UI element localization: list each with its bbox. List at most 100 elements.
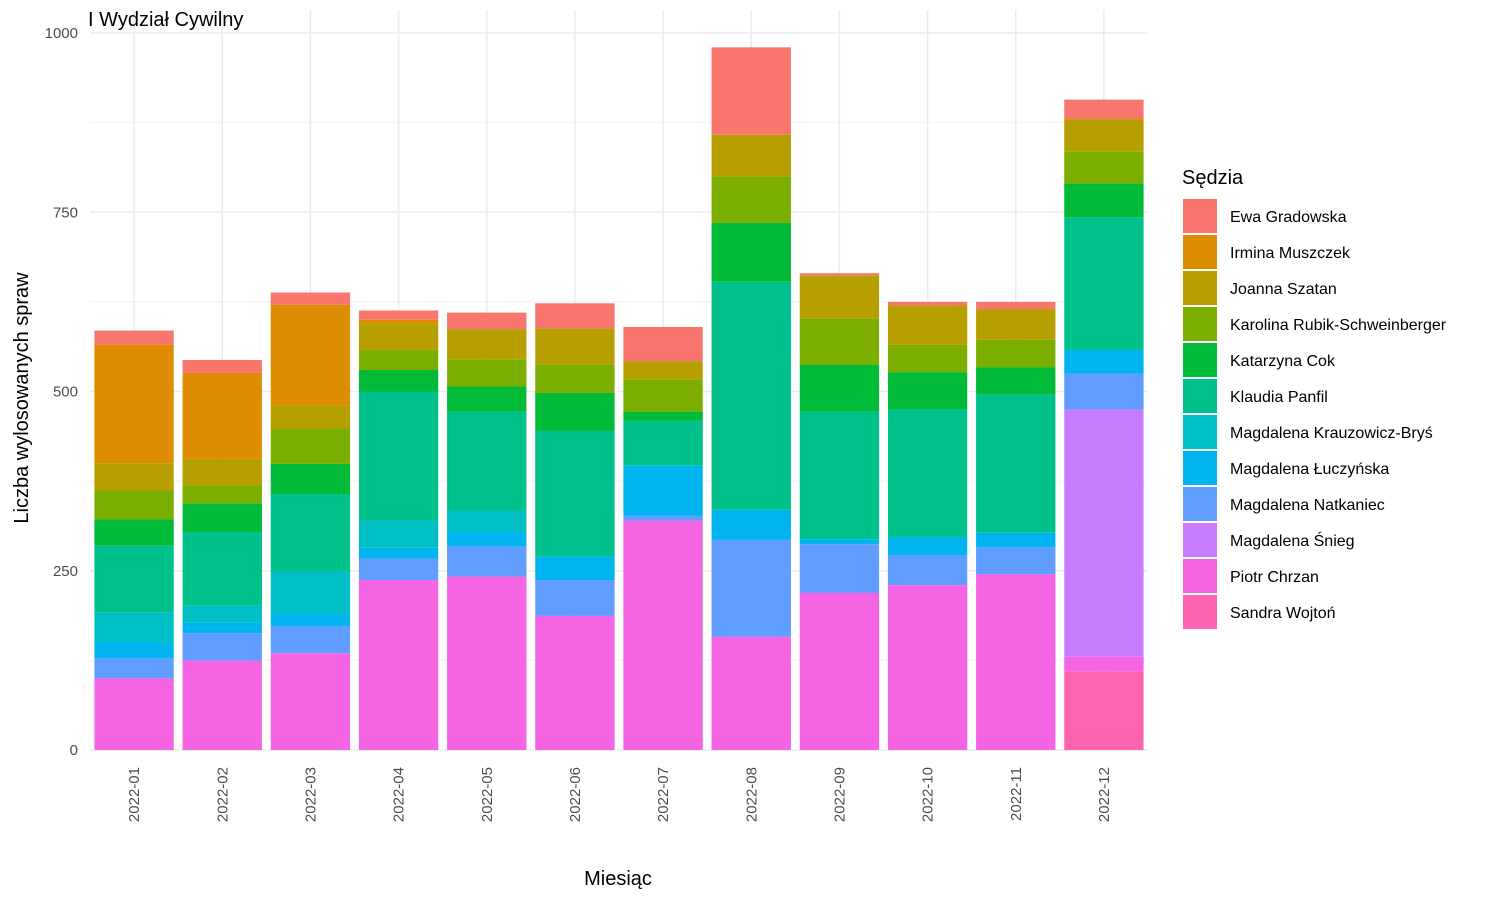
bar-segment [358, 547, 439, 559]
bar-segment [711, 223, 791, 282]
legend-swatch [1183, 271, 1217, 305]
legend-swatch [1183, 451, 1217, 485]
bar-segment [535, 430, 615, 557]
x-tick-label: 2022-01 [126, 767, 143, 822]
bar-segment [623, 361, 703, 380]
bar-segment [270, 304, 351, 406]
bar-segment [182, 633, 262, 661]
bar-segment [1064, 373, 1144, 410]
bar-segment [1064, 183, 1144, 218]
bar-segment [358, 319, 439, 324]
x-tick-label: 2022-12 [1096, 767, 1113, 822]
bar-segment [182, 485, 262, 504]
bar-segment [358, 323, 439, 350]
legend-swatch [1183, 235, 1217, 269]
bar-segment [270, 625, 351, 654]
legend-label: Magdalena Natkaniec [1230, 497, 1385, 514]
bar-segment [976, 301, 1056, 310]
bar-segment [270, 428, 351, 464]
bar-segment [182, 622, 262, 634]
legend-swatch [1183, 379, 1217, 413]
bar-segment [270, 463, 351, 495]
bar-segment [799, 364, 880, 412]
bar-segment [623, 326, 703, 362]
x-tick-label: 2022-07 [655, 767, 672, 822]
bar-segment [94, 519, 174, 546]
legend-label: Ewa Gradowska [1230, 209, 1347, 226]
bar-segment [535, 580, 615, 616]
y-axis-ticks: 0 250 500 750 1000 [45, 25, 78, 759]
bar-segment [535, 615, 615, 750]
bar-segment [623, 379, 703, 412]
bar-segment [1064, 151, 1144, 184]
bar-segment [976, 574, 1056, 750]
legend: Sędzia Ewa Gradowska Irmina Muszczek Joann… [1182, 167, 1447, 629]
bar-segment [94, 330, 174, 345]
y-axis-title: Liczba wylosowanych spraw [11, 272, 33, 524]
bar-segment [447, 359, 527, 387]
bar-segment [1064, 671, 1144, 750]
bar-segment [976, 309, 1056, 340]
legend-swatch [1183, 343, 1217, 377]
bar-segment [270, 405, 351, 429]
legend-swatch [1183, 199, 1217, 233]
bar-segment [270, 292, 351, 305]
bar-segment [1064, 217, 1144, 350]
bar-segment [799, 411, 880, 540]
bar-segment [94, 490, 174, 520]
bar-segment [623, 515, 703, 521]
bar-segment [535, 392, 615, 431]
bar-segment [447, 510, 527, 533]
bar-segment [623, 465, 703, 516]
x-tick-label: 2022-03 [302, 767, 319, 822]
bar-segment [1064, 99, 1144, 120]
legend-label: Sandra Wojtoń [1230, 605, 1336, 622]
bar-segment [976, 367, 1056, 395]
legend-swatch [1183, 595, 1217, 629]
x-tick-label: 2022-11 [1008, 767, 1025, 821]
legend-label: Irmina Muszczek [1230, 245, 1351, 262]
bar-segment [976, 339, 1056, 368]
legend-swatch [1183, 523, 1217, 557]
bar-segment [887, 301, 968, 306]
y-tick-label: 500 [53, 384, 78, 401]
bar-segment [623, 520, 703, 750]
bar-segment [270, 613, 351, 626]
bar-segment [182, 372, 262, 459]
bar-segment [447, 546, 527, 577]
legend-swatch [1183, 559, 1217, 593]
bar-segment [94, 678, 174, 750]
x-tick-label: 2022-09 [831, 767, 848, 822]
legend-title: Sędzia [1182, 167, 1244, 189]
bar-segment [711, 539, 791, 637]
chart-title: I Wydział Cywilny [88, 9, 243, 31]
legend-label: Piotr Chrzan [1230, 569, 1319, 586]
legend-label: Klaudia Panfil [1230, 389, 1328, 406]
y-tick-label: 0 [70, 742, 78, 759]
bar-segment [358, 369, 439, 392]
legend-label: Joanna Szatan [1230, 281, 1337, 298]
bar-segment [887, 344, 968, 373]
legend-label: Karolina Rubik-Schweinberger [1230, 317, 1447, 334]
bar-segment [623, 420, 703, 466]
bar-segment [94, 642, 174, 659]
bar-segment [270, 494, 351, 572]
bar-segment [887, 585, 968, 750]
bar-segment [976, 394, 1056, 533]
bar-segment [182, 458, 262, 486]
bar-segment [887, 409, 968, 538]
bar-segment [711, 509, 791, 540]
bar-segment [623, 411, 703, 421]
bar-segment [447, 312, 527, 330]
y-tick-label: 1000 [45, 25, 78, 42]
bar-segment [887, 537, 968, 555]
bar-segment [887, 305, 968, 345]
bar-segment [358, 580, 439, 750]
bar-segment [358, 349, 439, 370]
bar-segment [182, 605, 262, 623]
bar-segment [94, 545, 174, 613]
bar-segment [535, 328, 615, 365]
bar-segment [711, 281, 791, 510]
bar-segment [182, 503, 262, 533]
